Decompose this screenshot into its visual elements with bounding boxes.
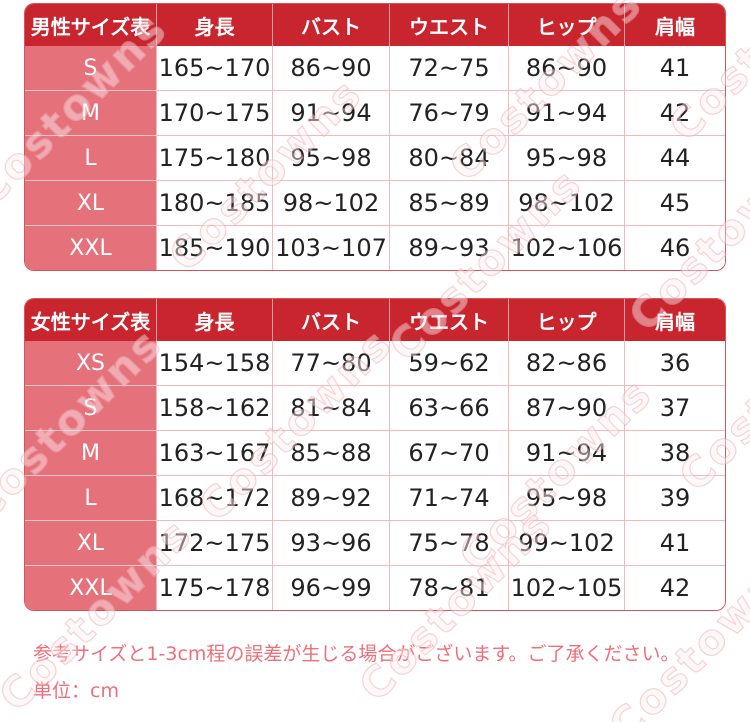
table-cell: 75~78 <box>390 520 509 565</box>
size-label: L <box>25 135 157 180</box>
table-cell: 46 <box>625 225 725 270</box>
table-cell: 98~102 <box>509 180 625 225</box>
mens-size-table: 男性サイズ表 身長 バスト ウエスト ヒップ 肩幅 S 165~170 86~9… <box>24 3 726 271</box>
table-cell: 72~75 <box>390 46 509 90</box>
table-cell: 63~66 <box>390 385 509 430</box>
table-cell: 37 <box>625 385 725 430</box>
table-cell: 175~178 <box>157 565 273 610</box>
table-cell: 103~107 <box>273 225 390 270</box>
column-header-hip: ヒップ <box>509 4 625 46</box>
table-cell: 99~102 <box>509 520 625 565</box>
table-row: XS 154~158 77~80 59~62 82~86 36 <box>25 341 725 385</box>
mens-header-row: 男性サイズ表 身長 バスト ウエスト ヒップ 肩幅 <box>25 4 725 46</box>
table-cell: 77~80 <box>273 341 390 385</box>
table-cell: 89~92 <box>273 475 390 520</box>
table-cell: 36 <box>625 341 725 385</box>
size-label: L <box>25 475 157 520</box>
unit-note: 単位：cm <box>33 680 119 702</box>
table-cell: 91~94 <box>509 430 625 475</box>
table-cell: 80~84 <box>390 135 509 180</box>
table-cell: 82~86 <box>509 341 625 385</box>
table-cell: 95~98 <box>509 475 625 520</box>
size-label: XS <box>25 341 157 385</box>
table-row: L 168~172 89~92 71~74 95~98 39 <box>25 475 725 520</box>
table-cell: 87~90 <box>509 385 625 430</box>
table-cell: 76~79 <box>390 90 509 135</box>
table-row: XXL 185~190 103~107 89~93 102~106 46 <box>25 225 725 270</box>
table-cell: 93~96 <box>273 520 390 565</box>
table-cell: 85~88 <box>273 430 390 475</box>
size-label: XL <box>25 520 157 565</box>
column-header-waist: ウエスト <box>390 299 509 341</box>
table-cell: 42 <box>625 90 725 135</box>
table-cell: 172~175 <box>157 520 273 565</box>
table-cell: 91~94 <box>273 90 390 135</box>
column-header-bust: バスト <box>273 299 390 341</box>
table-row: XL 180~185 98~102 85~89 98~102 45 <box>25 180 725 225</box>
womens-size-table: 女性サイズ表 身長 バスト ウエスト ヒップ 肩幅 XS 154~158 77~… <box>24 298 726 611</box>
table-row: L 175~180 95~98 80~84 95~98 44 <box>25 135 725 180</box>
column-header-height: 身長 <box>157 4 273 46</box>
column-header-waist: ウエスト <box>390 4 509 46</box>
size-label: M <box>25 430 157 475</box>
table-cell: 165~170 <box>157 46 273 90</box>
table-row: S 158~162 81~84 63~66 87~90 37 <box>25 385 725 430</box>
table-cell: 102~105 <box>509 565 625 610</box>
column-header-hip: ヒップ <box>509 299 625 341</box>
table-cell: 95~98 <box>273 135 390 180</box>
tolerance-note: 参考サイズと1-3cm程の誤差が生じる場合がございます。ご了承ください。 <box>33 643 680 665</box>
table-cell: 59~62 <box>390 341 509 385</box>
table-cell: 45 <box>625 180 725 225</box>
table-cell: 86~90 <box>509 46 625 90</box>
table-cell: 44 <box>625 135 725 180</box>
table-cell: 39 <box>625 475 725 520</box>
table-cell: 71~74 <box>390 475 509 520</box>
table-cell: 91~94 <box>509 90 625 135</box>
size-label: S <box>25 46 157 90</box>
table-cell: 163~167 <box>157 430 273 475</box>
table-cell: 38 <box>625 430 725 475</box>
table-row: M 170~175 91~94 76~79 91~94 42 <box>25 90 725 135</box>
table-cell: 42 <box>625 565 725 610</box>
column-header-shoulder: 肩幅 <box>625 299 725 341</box>
table-cell: 86~90 <box>273 46 390 90</box>
table-cell: 78~81 <box>390 565 509 610</box>
womens-header-row: 女性サイズ表 身長 バスト ウエスト ヒップ 肩幅 <box>25 299 725 341</box>
size-notes: 参考サイズと1-3cm程の誤差が生じる場合がございます。ご了承ください。 単位：… <box>33 636 680 710</box>
table-cell: 81~84 <box>273 385 390 430</box>
column-header-shoulder: 肩幅 <box>625 4 725 46</box>
size-label: XXL <box>25 565 157 610</box>
table-row: XXL 175~178 96~99 78~81 102~105 42 <box>25 565 725 610</box>
table-row: M 163~167 85~88 67~70 91~94 38 <box>25 430 725 475</box>
table-cell: 102~106 <box>509 225 625 270</box>
table-cell: 67~70 <box>390 430 509 475</box>
size-label: XL <box>25 180 157 225</box>
womens-table-title: 女性サイズ表 <box>25 299 157 341</box>
column-header-bust: バスト <box>273 4 390 46</box>
table-cell: 41 <box>625 520 725 565</box>
table-cell: 41 <box>625 46 725 90</box>
mens-table-title: 男性サイズ表 <box>25 4 157 46</box>
table-cell: 158~162 <box>157 385 273 430</box>
size-label: XXL <box>25 225 157 270</box>
table-cell: 96~99 <box>273 565 390 610</box>
table-cell: 85~89 <box>390 180 509 225</box>
table-row: XL 172~175 93~96 75~78 99~102 41 <box>25 520 725 565</box>
table-cell: 89~93 <box>390 225 509 270</box>
table-cell: 98~102 <box>273 180 390 225</box>
table-cell: 180~185 <box>157 180 273 225</box>
table-cell: 185~190 <box>157 225 273 270</box>
table-cell: 175~180 <box>157 135 273 180</box>
size-label: S <box>25 385 157 430</box>
table-row: S 165~170 86~90 72~75 86~90 41 <box>25 46 725 90</box>
table-cell: 154~158 <box>157 341 273 385</box>
table-cell: 170~175 <box>157 90 273 135</box>
size-label: M <box>25 90 157 135</box>
table-cell: 95~98 <box>509 135 625 180</box>
column-header-height: 身長 <box>157 299 273 341</box>
table-cell: 168~172 <box>157 475 273 520</box>
